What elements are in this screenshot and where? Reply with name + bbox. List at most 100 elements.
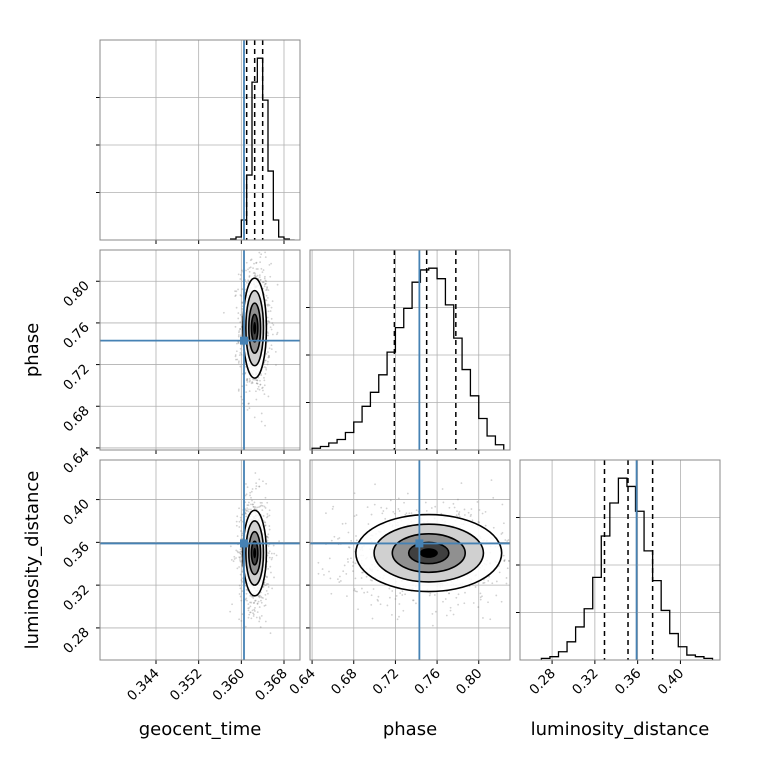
density-contour [248, 302, 262, 354]
sample-point [338, 537, 341, 539]
sample-point [251, 609, 254, 612]
tick-label-y: 0.28 [60, 624, 93, 657]
sample-point [239, 321, 242, 324]
sample-point [275, 554, 278, 557]
sample-point [456, 510, 458, 513]
sample-point [239, 274, 242, 276]
sample-point [253, 501, 256, 504]
sample-point [245, 384, 248, 387]
sample-point [250, 496, 252, 499]
sample-point [259, 626, 262, 629]
sample-point [244, 598, 247, 601]
sample-point [370, 594, 373, 597]
sample-point [572, 548, 574, 550]
sample-point [241, 590, 244, 593]
sample-point [361, 587, 363, 590]
sample-point [284, 595, 286, 597]
sample-point [260, 595, 262, 598]
sample-point [263, 285, 266, 288]
sample-point [352, 561, 355, 564]
sample-point [527, 540, 529, 542]
sample-point [241, 564, 243, 567]
sample-point [270, 552, 273, 555]
panel-frame [309, 249, 511, 451]
sample-point [245, 493, 248, 496]
sample-point [267, 296, 269, 299]
sample-point [264, 275, 266, 278]
sample-point [258, 596, 261, 599]
sample-point [245, 391, 248, 394]
sample-point [344, 522, 347, 525]
sample-point [248, 390, 251, 393]
sample-point [239, 560, 242, 563]
sample-point [543, 523, 545, 525]
sample-point [265, 516, 268, 519]
sample-point [250, 503, 252, 506]
sample-point [244, 280, 247, 283]
sample-point [263, 604, 266, 607]
sample-point [247, 501, 250, 504]
sample-point [261, 504, 264, 507]
sample-point [256, 611, 259, 614]
sample-point [266, 501, 269, 504]
sample-point [239, 595, 242, 598]
sample-point [268, 528, 271, 531]
sample-point [405, 512, 408, 515]
sample-point [252, 615, 255, 617]
y-axis-label-luminosity_distance: luminosity_distance [22, 471, 43, 650]
sample-point [251, 503, 254, 506]
sample-point [266, 303, 269, 306]
sample-point [275, 333, 278, 336]
sample-point [260, 420, 263, 423]
sample-point [269, 632, 272, 635]
sample-point [385, 507, 388, 510]
sample-point [266, 513, 269, 515]
sample-point [236, 535, 239, 538]
sample-point [267, 592, 269, 595]
sample-point [254, 506, 257, 508]
sample-point [250, 508, 252, 511]
sample-point [403, 501, 405, 504]
sample-point [500, 600, 503, 603]
sample-point [264, 424, 266, 427]
sample-point [506, 540, 509, 542]
sample-point [234, 295, 237, 298]
sample-point [448, 506, 451, 509]
sample-point [256, 268, 259, 270]
sample-point [523, 572, 525, 574]
sample-point [237, 388, 240, 391]
sample-point [258, 485, 261, 488]
sample-point [249, 494, 251, 497]
sample-point [458, 515, 461, 518]
sample-point [396, 618, 399, 621]
sample-point [366, 591, 369, 594]
sample-point [240, 579, 243, 582]
sample-point [237, 551, 239, 554]
sample-point [545, 545, 547, 547]
sample-point [239, 553, 242, 555]
sample-point [254, 606, 256, 609]
sample-point [237, 273, 240, 276]
sample-point [264, 507, 267, 509]
sample-point [269, 275, 272, 278]
sample-point [239, 328, 242, 330]
sample-point [534, 566, 536, 568]
sample-point [235, 557, 237, 559]
sample-point [241, 534, 244, 537]
sample-point [267, 332, 269, 335]
sample-point [251, 595, 253, 598]
sample-point [268, 347, 271, 350]
tick-label-y: 0.68 [60, 403, 93, 436]
sample-point [237, 312, 240, 314]
sample-point [269, 326, 272, 329]
sample-point [257, 595, 260, 598]
sample-point [249, 605, 252, 608]
sample-point [238, 556, 241, 559]
sample-point [244, 625, 247, 628]
sample-point [342, 570, 345, 573]
sample-point [449, 606, 452, 609]
sample-point [264, 251, 267, 254]
sample-point [481, 595, 483, 598]
sample-point [267, 351, 269, 353]
sample-point [240, 620, 243, 622]
